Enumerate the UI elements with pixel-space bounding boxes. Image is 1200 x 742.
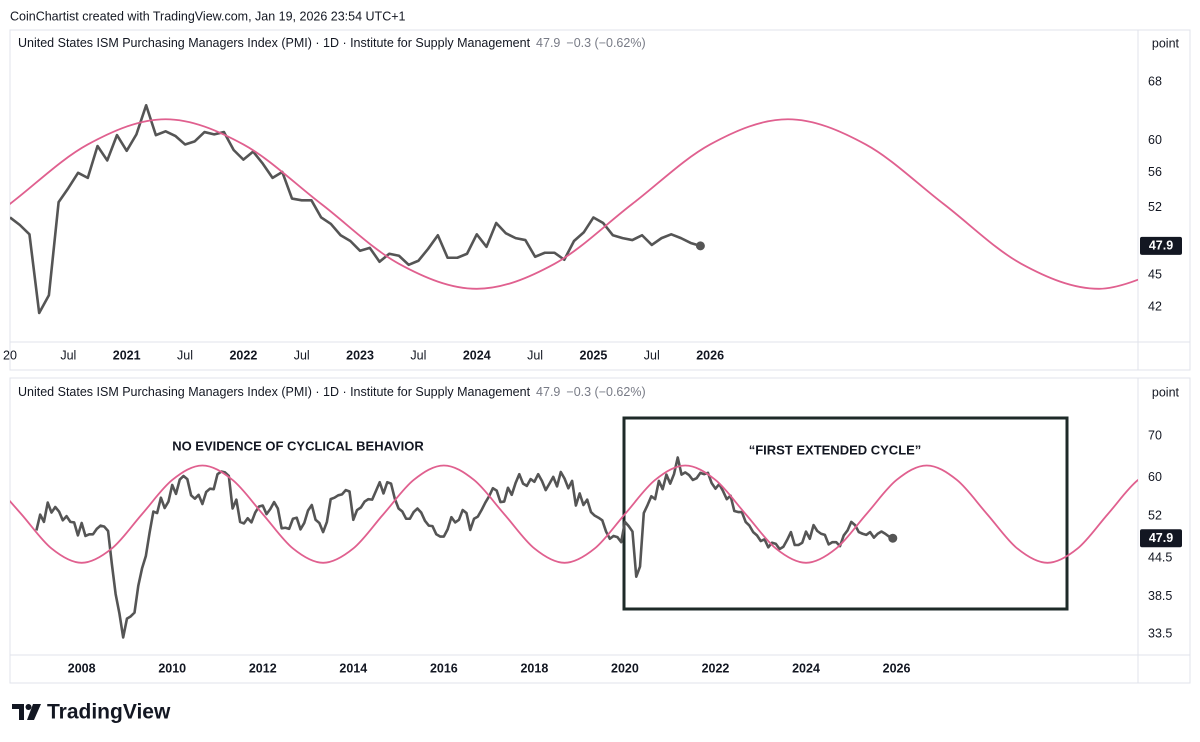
unit-label: point — [1152, 385, 1180, 399]
x-tick-label: 2014 — [339, 661, 367, 675]
y-tick-label: 52 — [1148, 508, 1162, 522]
logo-icon — [25, 704, 32, 710]
cycle-curve — [10, 118, 1138, 290]
x-tick-label: 20 — [3, 348, 17, 362]
plot-area — [10, 456, 1138, 639]
price-change: −0.3 (−0.62%) — [566, 36, 645, 50]
y-tick-label: 68 — [1148, 74, 1162, 88]
x-tick-label: 2012 — [249, 661, 277, 675]
x-tick-label: 2023 — [346, 348, 374, 362]
y-tick-label: 42 — [1148, 300, 1162, 314]
x-tick-label: Jul — [60, 348, 76, 362]
y-tick-label: 45 — [1148, 267, 1162, 281]
x-tick-label: Jul — [527, 348, 543, 362]
last-point — [888, 533, 898, 543]
panel-frame — [9, 377, 1191, 684]
y-tick-label: 33.5 — [1148, 626, 1172, 640]
last-price: 47.9 — [536, 36, 560, 50]
cycle-curve — [10, 464, 1138, 564]
y-tick-label: 52 — [1148, 200, 1162, 214]
chart-legend: United States ISM Purchasing Managers In… — [18, 385, 646, 399]
annotation: “FIRST EXTENDED CYCLE” — [749, 442, 922, 457]
last-price: 47.9 — [536, 385, 560, 399]
footer-logo: TradingView — [12, 701, 171, 724]
x-tick-label: 2018 — [520, 661, 548, 675]
annotation: NO EVIDENCE OF CYCLICAL BEHAVIOR — [172, 438, 424, 453]
chart-legend: United States ISM Purchasing Managers In… — [18, 36, 646, 50]
y-tick-label: 70 — [1148, 429, 1162, 443]
y-tick-label: 38.5 — [1148, 589, 1172, 603]
price-badge-label: 47.9 — [1149, 239, 1173, 253]
y-tick-label: 60 — [1148, 133, 1162, 147]
x-tick-label: 2008 — [68, 661, 96, 675]
y-tick-label: 60 — [1148, 470, 1162, 484]
watermark-header: CoinChartist created with TradingView.co… — [10, 9, 406, 23]
logo-text: TradingView — [47, 701, 171, 724]
x-tick-label: 2021 — [113, 348, 141, 362]
chart-title: United States ISM Purchasing Managers In… — [18, 36, 531, 50]
x-tick-label: Jul — [294, 348, 310, 362]
price-change: −0.3 (−0.62%) — [566, 385, 645, 399]
logo-icon — [12, 704, 24, 720]
x-tick-label: Jul — [410, 348, 426, 362]
chart-title: United States ISM Purchasing Managers In… — [18, 385, 531, 399]
y-tick-label: 44.5 — [1148, 550, 1172, 564]
price-badge — [1140, 236, 1182, 255]
x-tick-label: 2024 — [792, 661, 820, 675]
x-tick-label: Jul — [177, 348, 193, 362]
x-tick-label: 2026 — [696, 348, 724, 362]
plot-area — [10, 103, 1138, 315]
price-badge — [1140, 529, 1182, 548]
x-tick-label: 2020 — [611, 661, 639, 675]
unit-label: point — [1152, 36, 1180, 50]
chart-layer: 68 60 56 52 45 42 20 Jul 2021 Jul 2022 Jul 2023 Jul 20… — [3, 74, 1182, 675]
x-tick-label: 2025 — [580, 348, 608, 362]
y-tick-label: 56 — [1148, 165, 1162, 179]
pmi-line — [35, 456, 894, 639]
x-tick-label: 2024 — [463, 348, 491, 362]
logo-icon — [27, 704, 41, 720]
x-tick-label: 2022 — [229, 348, 257, 362]
x-tick-label: 2016 — [430, 661, 458, 675]
price-badge-label: 47.9 — [1149, 531, 1173, 545]
x-tick-label: 2026 — [883, 661, 911, 675]
pmi-line — [10, 103, 701, 315]
panel-frame — [9, 29, 1191, 371]
last-point — [695, 241, 705, 251]
x-tick-label: 2010 — [158, 661, 186, 675]
x-tick-label: Jul — [644, 348, 660, 362]
x-tick-label: 2022 — [702, 661, 730, 675]
highlight-box — [622, 416, 1069, 611]
